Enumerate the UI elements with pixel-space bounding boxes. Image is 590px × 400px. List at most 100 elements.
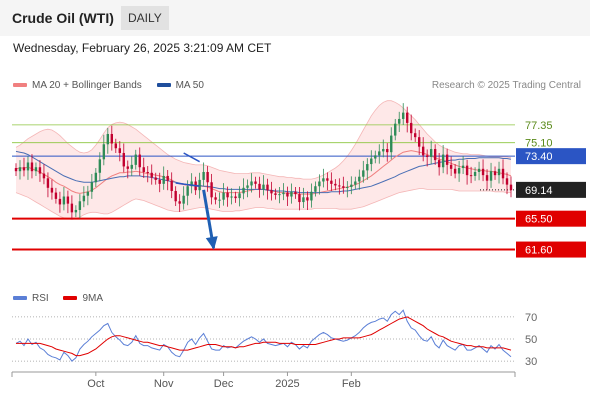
candle-body [54, 192, 58, 199]
candle-body [457, 168, 461, 174]
candle-body [170, 180, 173, 191]
legend-swatch-ma20 [13, 83, 27, 88]
candle-body [278, 194, 281, 196]
candle-body [34, 167, 38, 172]
candle-body [274, 193, 277, 195]
bollinger-upper-line [15, 100, 512, 180]
legend-label-9ma: 9MA [82, 293, 104, 304]
candle-body [150, 172, 153, 178]
candle-body [14, 168, 18, 172]
candle-body [110, 133, 114, 144]
x-tick-label-2025: 2025 [275, 378, 299, 390]
candle-body [66, 196, 70, 204]
candle-body [477, 168, 481, 172]
candle-body [330, 180, 333, 184]
candle-body [322, 178, 325, 182]
candle-body [425, 155, 429, 157]
candle-body [310, 191, 313, 201]
trendline-0 [183, 152, 200, 163]
candle-body [118, 148, 121, 153]
support-badge-61.60 [516, 241, 586, 258]
candle-body [74, 209, 78, 213]
candle-body [162, 175, 165, 184]
rsi-series-RSI [15, 309, 512, 362]
candle-body [441, 154, 445, 168]
candle-body [501, 168, 505, 179]
instrument-title: Crude Oil (WTI) [12, 10, 114, 26]
level-label-73.40: 73.40 [525, 151, 553, 163]
candle-body [42, 173, 46, 179]
legend-swatch-rsi [13, 296, 27, 301]
period-badge[interactable]: DAILY [121, 6, 169, 30]
candle-body [230, 196, 233, 198]
candle-body [338, 185, 341, 187]
x-tick-label-Feb: Feb [342, 378, 361, 390]
candle-body [58, 198, 62, 205]
support-badge-65.50 [516, 210, 586, 227]
x-tick-label-Nov: Nov [154, 378, 174, 390]
candle-body [314, 186, 317, 192]
candle-body [82, 195, 86, 202]
candle-body [178, 201, 181, 204]
candle-body [489, 171, 493, 181]
candle-body [398, 118, 401, 124]
candle-body [394, 123, 397, 136]
candle-body [290, 191, 293, 197]
candle-body [481, 168, 485, 176]
legend-swatch-9ma [63, 296, 78, 301]
candle-body [266, 184, 269, 191]
candle-body [142, 167, 145, 172]
trendline-1 [175, 182, 200, 187]
x-tick-label-Dec: Dec [214, 378, 234, 390]
candle-body [30, 162, 34, 172]
legend-label-ma20: MA 20 + Bollinger Bands [32, 80, 142, 91]
current-price-badge [516, 181, 586, 198]
candle-body [214, 197, 217, 200]
candle-body [390, 135, 393, 153]
candle-body [346, 187, 349, 189]
candle-body [146, 171, 149, 173]
candle-body [366, 164, 369, 171]
candle-body [98, 159, 102, 173]
candle-body [138, 154, 141, 168]
candle-body [122, 152, 125, 167]
candle-body [18, 167, 22, 172]
candle-body [26, 162, 30, 171]
candle-body [166, 175, 169, 181]
candle-body [429, 149, 433, 157]
forecast-arrow-head [205, 236, 218, 250]
candle-body [154, 177, 157, 180]
candle-body [497, 168, 501, 176]
candle-body [461, 165, 465, 169]
rsi-tick-30: 30 [525, 356, 537, 368]
legend-item-9ma: 9MA [63, 293, 103, 304]
candle-body [134, 154, 137, 165]
candle-body [334, 183, 337, 186]
rsi-tick-50: 50 [525, 334, 537, 346]
candle-body [282, 192, 285, 195]
candle-body [509, 184, 513, 191]
candle-body [234, 196, 237, 199]
rsi-legend: RSI 9MA [13, 293, 103, 304]
candle-body [210, 182, 213, 198]
candle-body [449, 164, 453, 169]
legend-item-ma20: MA 20 + Bollinger Bands [13, 80, 142, 91]
candle-body [238, 193, 241, 199]
candle-body [326, 178, 329, 181]
candle-body [386, 149, 389, 153]
candle-body [158, 179, 161, 184]
candle-body [318, 181, 321, 187]
rsi-tick-70: 70 [525, 312, 537, 324]
candle-body [106, 133, 110, 145]
level-badge-73.40 [516, 148, 586, 165]
candle-body [406, 112, 409, 123]
candle-body [437, 160, 441, 168]
candle-body [473, 171, 477, 176]
candle-body [114, 143, 117, 149]
candle-body [182, 195, 185, 204]
candle-body [270, 190, 273, 194]
candle-body [402, 112, 405, 119]
candle-body [374, 155, 377, 159]
support-label-61.60: 61.60 [525, 245, 553, 257]
